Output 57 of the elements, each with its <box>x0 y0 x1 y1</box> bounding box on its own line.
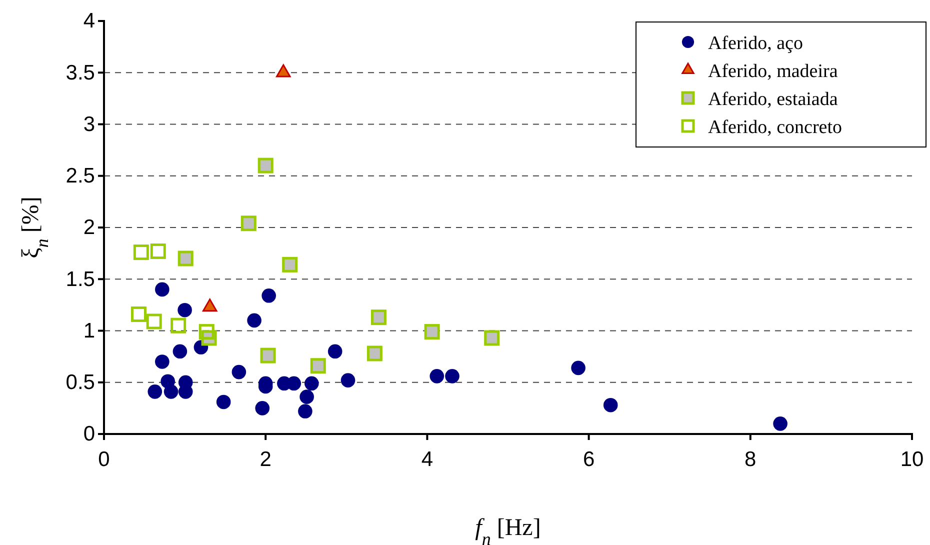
point <box>328 344 342 359</box>
point <box>298 404 312 418</box>
point <box>247 313 262 328</box>
point <box>198 324 214 340</box>
point <box>240 216 256 232</box>
point <box>262 288 276 303</box>
point <box>484 330 500 346</box>
y-tick-label: 0.5 <box>66 371 95 394</box>
y-tick-label: 2.5 <box>66 164 95 188</box>
point <box>232 364 246 380</box>
point <box>310 358 326 374</box>
point <box>150 243 166 259</box>
x-tick-label: 4 <box>421 448 434 472</box>
y-tick-label: 3 <box>83 112 95 136</box>
point <box>366 346 382 362</box>
point <box>130 306 146 322</box>
point <box>146 314 162 330</box>
y-tick-label: 3.5 <box>66 61 95 84</box>
y-tick-label: 4 <box>83 10 96 33</box>
point <box>178 250 194 266</box>
legend-label: Aferido, madeira <box>708 61 838 82</box>
point <box>148 384 162 399</box>
point <box>258 158 274 174</box>
y-tick-label: 1.5 <box>66 268 95 291</box>
y-tick-label: 2 <box>83 216 95 240</box>
point <box>133 244 149 260</box>
point <box>260 348 276 364</box>
point <box>445 369 460 384</box>
point <box>304 376 319 391</box>
point <box>603 398 618 412</box>
point <box>430 369 444 384</box>
x-tick-label: 8 <box>744 448 756 472</box>
y-tick-label: 1 <box>83 319 95 342</box>
y-tick-label: 0 <box>83 422 95 446</box>
point <box>370 310 386 326</box>
point <box>255 401 270 416</box>
point <box>340 373 356 388</box>
x-tick-label: 2 <box>260 448 272 472</box>
point <box>178 302 192 318</box>
point <box>424 324 440 340</box>
x-axis-title: f$_{n}$ [Hz] <box>475 515 541 545</box>
point <box>155 354 170 369</box>
x-tick-label: 10 <box>900 448 924 472</box>
point <box>164 384 178 399</box>
point <box>155 282 170 297</box>
x-tick-label: 6 <box>582 448 595 472</box>
point <box>300 390 314 404</box>
point <box>773 416 788 431</box>
legend-label: Aferido, aço <box>708 33 803 54</box>
x-tick-label: 0 <box>98 448 110 472</box>
legend-label: Aferido, estaiada <box>708 89 838 110</box>
point <box>282 256 298 272</box>
legend-label: Aferido, concreto <box>708 117 842 138</box>
point <box>571 360 586 376</box>
point <box>216 394 231 410</box>
point <box>170 318 186 334</box>
point <box>172 344 188 359</box>
